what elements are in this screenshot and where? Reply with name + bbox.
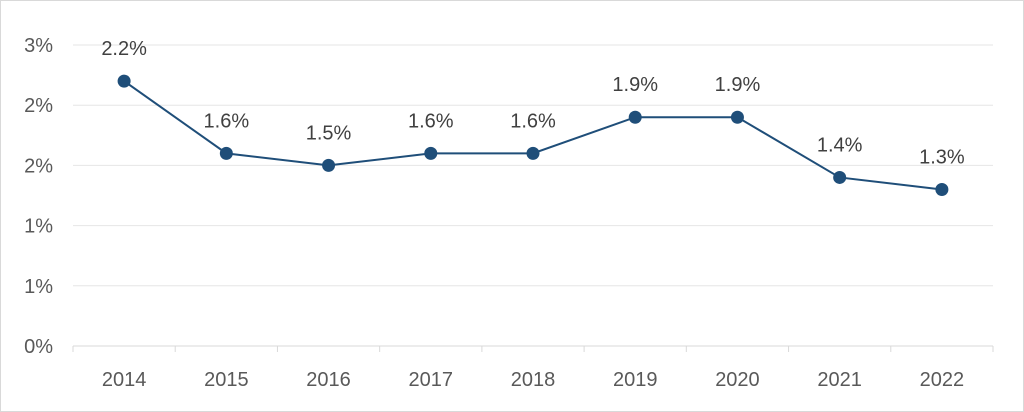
x-axis-ticks: 2014 2015 2016 2017 2018 2019 2020 2021 2022 — [72, 346, 994, 391]
x-tick-label: 2019 — [613, 369, 658, 391]
y-tick-label: 2% — [24, 95, 53, 117]
y-tick-label: 1% — [24, 276, 53, 298]
x-tick-label: 2020 — [715, 369, 760, 391]
data-point — [424, 146, 438, 160]
x-tick-label: 2022 — [920, 369, 965, 391]
data-label: 1.6% — [204, 110, 250, 132]
x-tick-label: 2021 — [817, 369, 862, 391]
gridlines — [73, 44, 993, 347]
y-tick-label: 2% — [24, 155, 53, 177]
x-tick-label: 2014 — [102, 369, 147, 391]
data-point — [219, 146, 233, 160]
x-tick-label: 2017 — [409, 369, 454, 391]
data-label: 1.3% — [919, 146, 965, 168]
data-labels: 2.2% 1.6% 1.5% 1.6% 1.6% 1.9% 1.9% 1.4% 1.3% — [101, 38, 965, 168]
y-tick-label: 3% — [24, 35, 53, 57]
y-tick-label: 0% — [24, 336, 53, 358]
y-tick-label: 1% — [24, 216, 53, 238]
data-point — [833, 170, 847, 184]
data-point — [117, 74, 131, 88]
data-points — [117, 74, 949, 196]
y-axis-ticks: 0% 1% 1% 2% 2% 3% — [24, 35, 53, 358]
data-label: 1.9% — [715, 74, 761, 96]
x-tick-label: 2015 — [204, 369, 249, 391]
data-point — [526, 146, 540, 160]
data-label: 1.6% — [408, 110, 454, 132]
data-point — [935, 182, 949, 196]
data-label: 1.9% — [612, 74, 658, 96]
x-tick-label: 2018 — [511, 369, 556, 391]
data-label: 2.2% — [101, 38, 147, 60]
x-tick-label: 2016 — [306, 369, 351, 391]
data-label: 1.4% — [817, 134, 863, 156]
data-point — [628, 110, 642, 124]
data-label: 1.5% — [306, 122, 352, 144]
data-point — [730, 110, 744, 124]
data-point — [322, 158, 336, 172]
data-label: 1.6% — [510, 110, 556, 132]
